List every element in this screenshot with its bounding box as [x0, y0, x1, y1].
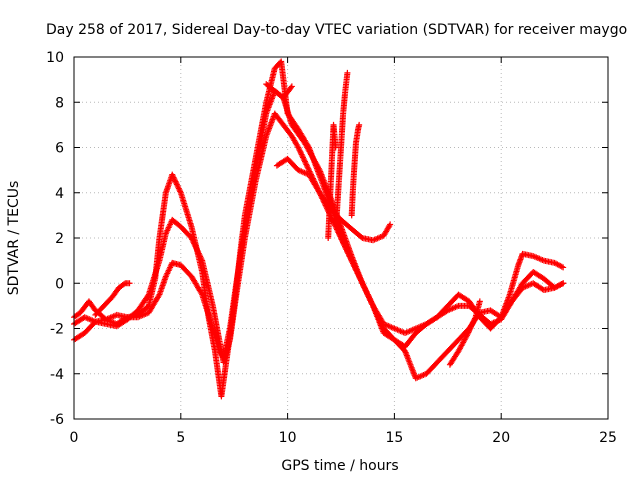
data-point: [287, 84, 294, 91]
data-point: [465, 328, 472, 335]
y-axis-label: SDTVAR / TECUs: [6, 181, 22, 296]
data-point: [332, 144, 339, 151]
data-point: [288, 83, 295, 90]
data-point: [471, 315, 478, 322]
y-tick-label: -6: [50, 412, 64, 428]
data-point: [465, 329, 472, 336]
series-track-c: [71, 87, 567, 361]
data-point: [173, 181, 180, 188]
data-point: [198, 290, 205, 297]
data-point: [467, 323, 474, 330]
data-point: [470, 318, 477, 325]
data-point: [126, 280, 133, 287]
data-point: [174, 182, 181, 189]
y-tick-label: -4: [50, 367, 64, 383]
data-point: [173, 180, 180, 187]
data-point: [467, 325, 474, 332]
y-tick-label: 10: [46, 50, 64, 66]
plot-area: [71, 58, 567, 400]
y-tick-label: 4: [55, 186, 64, 202]
y-tick-label: 6: [55, 141, 64, 157]
data-point: [172, 178, 179, 185]
series-track-a: [71, 58, 567, 400]
data-point: [469, 321, 476, 328]
y-tick-label: 2: [55, 231, 64, 247]
y-tick-label: 8: [55, 95, 64, 111]
data-point: [175, 184, 182, 191]
data-point: [560, 280, 567, 287]
series-track-e: [263, 81, 295, 101]
y-tick-label: 0: [55, 276, 64, 292]
data-point: [120, 281, 127, 288]
series-spike-1: [325, 121, 339, 241]
chart-title: Day 258 of 2017, Sidereal Day-to-day VTE…: [46, 22, 627, 38]
data-point: [466, 326, 473, 333]
data-point: [144, 292, 151, 299]
axis-ticks: 0 5 10 15 20 25 -6 -4 -2 0 2 4 6 8 10: [46, 50, 617, 446]
data-point: [171, 177, 178, 184]
series-late-branch: [446, 298, 483, 368]
x-tick-label: 5: [176, 430, 185, 446]
y-tick-label: -2: [50, 322, 64, 338]
data-point: [356, 121, 363, 128]
data-point: [560, 264, 567, 271]
data-point: [387, 221, 394, 228]
data-point: [464, 330, 471, 337]
x-tick-label: 10: [279, 430, 297, 446]
data-point: [176, 186, 183, 193]
x-tick-label: 20: [492, 430, 510, 446]
data-point: [177, 188, 184, 195]
data-point: [358, 233, 365, 240]
x-tick-label: 25: [599, 430, 617, 446]
series-left-branch: [92, 280, 133, 318]
data-point: [469, 319, 476, 326]
data-point: [468, 322, 475, 329]
data-point: [175, 185, 182, 192]
data-point: [169, 173, 176, 180]
data-point: [471, 316, 478, 323]
series-spike-3: [348, 121, 363, 219]
data-point: [169, 171, 176, 178]
data-point: [171, 175, 178, 182]
data-point: [464, 332, 471, 339]
x-tick-label: 0: [70, 430, 79, 446]
series-spike-2: [333, 69, 351, 219]
data-point: [476, 298, 483, 305]
x-axis-label: GPS time / hours: [281, 458, 398, 474]
data-point: [344, 69, 351, 76]
x-tick-label: 15: [385, 430, 403, 446]
data-point: [155, 292, 162, 299]
data-point: [170, 174, 177, 181]
